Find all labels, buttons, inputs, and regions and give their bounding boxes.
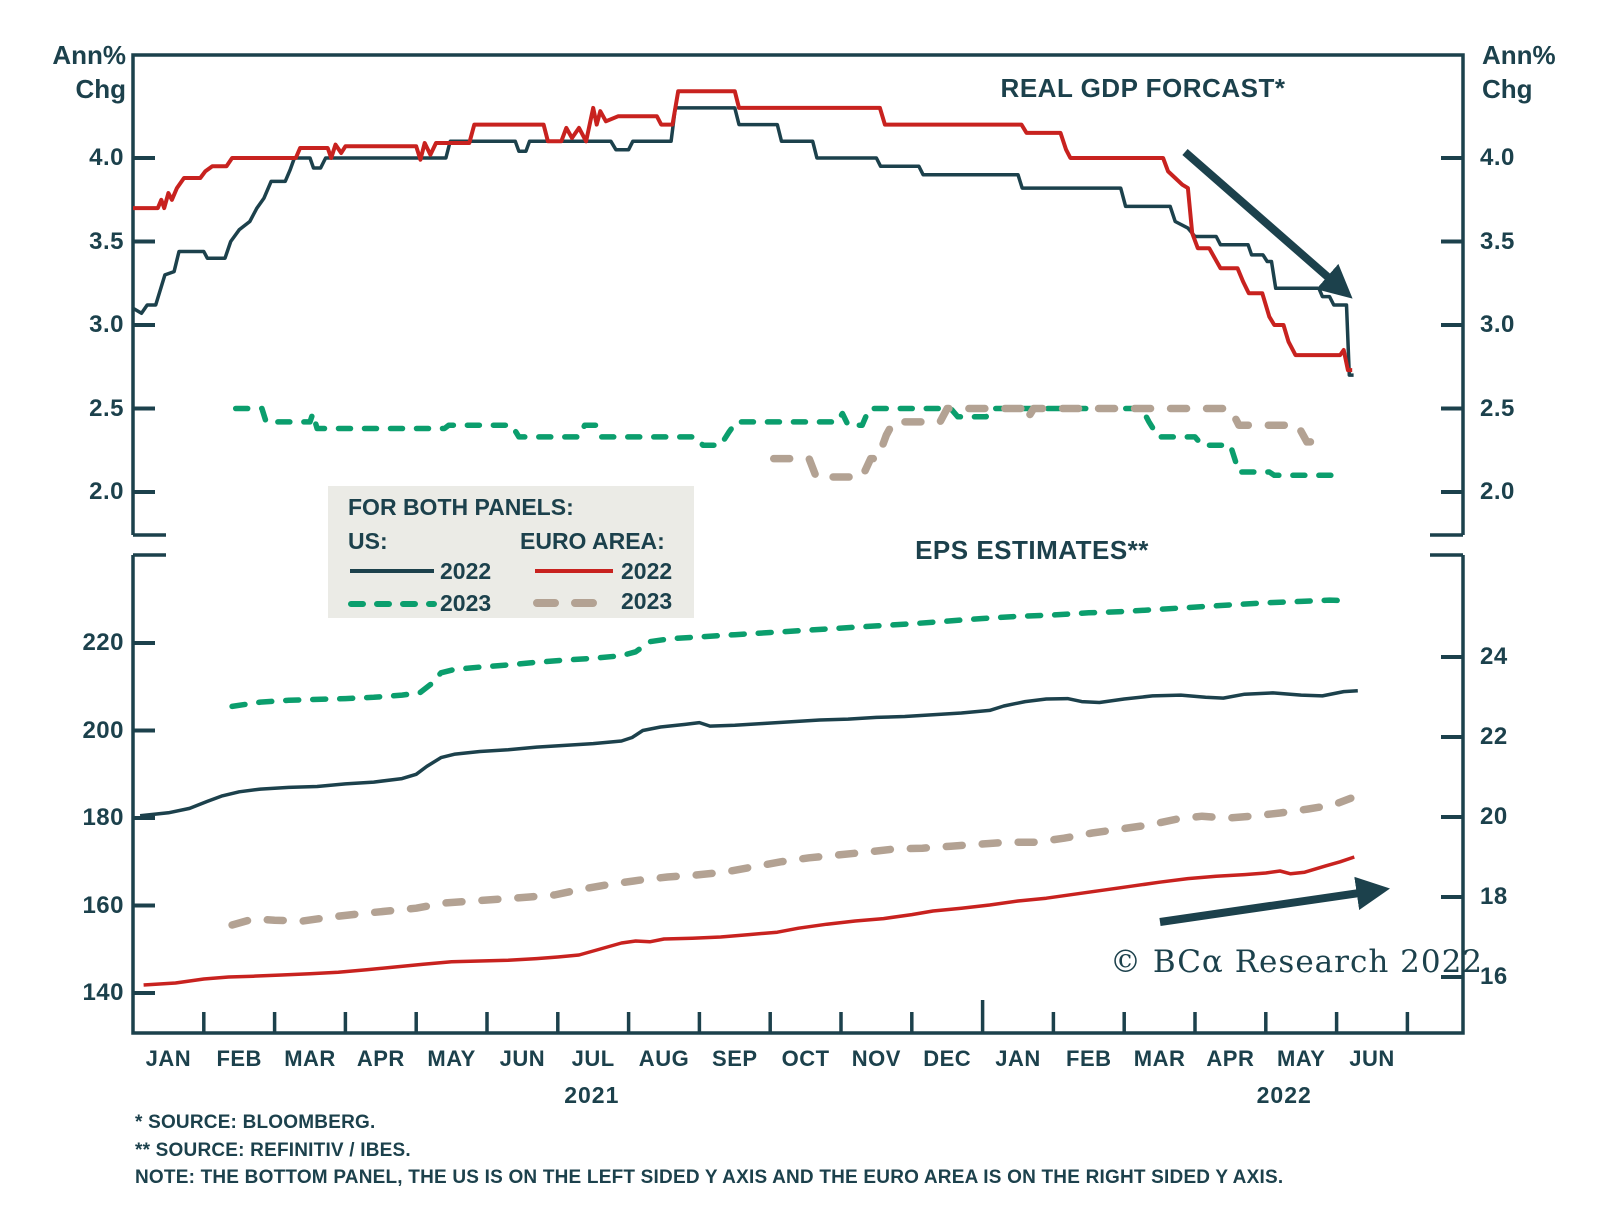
left-axis-unit-line2: Chg — [75, 74, 126, 104]
legend-label-euro-2023: 2023 — [621, 588, 673, 614]
footnote-source-2: ** SOURCE: REFINITIV / IBES. — [135, 1140, 411, 1161]
x-tick-label-month: MAY — [1277, 1046, 1326, 1071]
x-tick-label-month: APR — [356, 1046, 405, 1071]
y-tick-label-right: 16 — [1480, 963, 1508, 990]
y-tick-label-left: 3.5 — [89, 227, 124, 255]
x-tick-label-month: APR — [1206, 1046, 1255, 1071]
series-us-2023-gdp — [232, 405, 1336, 479]
downtrend-arrow-icon — [1182, 148, 1353, 299]
y-tick-label-right: 2.0 — [1480, 478, 1515, 505]
series-us-2022-eps — [139, 688, 1358, 818]
bottom-panel-frame — [131, 555, 1465, 1035]
bottom-panel — [131, 553, 1465, 1035]
x-axis-year-label: 2022 — [1256, 1082, 1312, 1108]
top-panel — [131, 53, 1465, 537]
series-us-2023-eps — [229, 597, 1354, 710]
footnote-source-1: * SOURCE: BLOOMBERG. — [135, 1112, 376, 1133]
legend-swatch-euro-2023 — [533, 599, 617, 607]
x-tick-label-month: JUL — [571, 1046, 615, 1071]
x-tick-label-month: FEB — [1066, 1046, 1112, 1071]
x-tick-label-month: JUN — [499, 1046, 546, 1071]
series-euro-area-2023-gdp — [769, 404, 1332, 481]
y-tick-label-right: 2.5 — [1480, 394, 1515, 422]
series-euro-area-2022-eps — [143, 855, 1355, 987]
y-tick-label-left: 3.0 — [89, 311, 124, 338]
right-axis-unit-line2: Chg — [1482, 74, 1533, 104]
legend-swatch-euro-2022 — [535, 569, 613, 573]
y-tick-label-left: 160 — [82, 891, 124, 919]
left-axis-unit-line1: Ann% — [52, 40, 126, 70]
x-tick-label-month: SEP — [712, 1046, 758, 1071]
x-tick-label-month: NOV — [851, 1046, 901, 1071]
legend-swatch-us-2023 — [348, 601, 437, 607]
x-tick-label-month: FEB — [216, 1046, 262, 1071]
copyright-notice: © BCα Research 2022 — [1110, 944, 1484, 980]
y-tick-label-left: 180 — [82, 804, 124, 831]
x-axis-year-label: 2021 — [564, 1082, 620, 1108]
y-tick-label-right: 22 — [1480, 723, 1508, 750]
series-euro-area-2023-eps — [228, 794, 1355, 929]
right-axis-unit-line1: Ann% — [1482, 40, 1556, 70]
legend-swatch-us-2022 — [350, 569, 434, 573]
y-tick-label-left: 2.5 — [89, 394, 124, 422]
legend-label-us-2023: 2023 — [440, 590, 492, 616]
uptrend-arrow-icon — [1159, 876, 1390, 926]
legend-header-euro: EURO AREA: — [520, 528, 665, 554]
y-tick-label-left: 220 — [82, 629, 124, 656]
x-tick-label-month: MAR — [284, 1046, 336, 1071]
series-euro-area-2022-gdp — [133, 89, 1353, 373]
x-tick-label-month: JAN — [145, 1046, 192, 1071]
x-tick-label-month: JUN — [1349, 1046, 1395, 1071]
x-tick-label-month: MAY — [427, 1046, 476, 1071]
x-tick-label-month: MAR — [1133, 1046, 1186, 1071]
x-tick-label-month: OCT — [781, 1046, 830, 1071]
footnote-note: NOTE: THE BOTTOM PANEL, THE US IS ON THE… — [135, 1167, 1284, 1188]
y-tick-label-right: 3.0 — [1480, 311, 1515, 338]
x-tick-label-month: DEC — [923, 1046, 972, 1071]
y-tick-label-right: 4.0 — [1480, 144, 1515, 171]
bottom-panel-title: EPS ESTIMATES** — [915, 535, 1149, 565]
y-tick-label-left: 4.0 — [89, 144, 124, 171]
x-tick-label-month: AUG — [638, 1046, 690, 1071]
legend-label-us-2022: 2022 — [440, 558, 492, 584]
top-panel-title: REAL GDP FORCAST* — [1000, 73, 1286, 103]
left-axis-unit: Ann% Chg — [48, 38, 126, 106]
right-axis-unit: Ann% Chg — [1482, 38, 1556, 106]
legend-title: FOR BOTH PANELS: — [348, 494, 574, 520]
top-panel-frame — [131, 53, 1465, 535]
legend-label-euro-2022: 2022 — [621, 558, 673, 584]
y-tick-label-right: 24 — [1480, 643, 1508, 670]
y-tick-label-left: 2.0 — [89, 478, 124, 505]
y-tick-label-left: 140 — [82, 979, 124, 1006]
y-tick-label-right: 18 — [1480, 883, 1508, 910]
y-tick-label-right: 20 — [1480, 803, 1508, 830]
legend: FOR BOTH PANELS: US: EURO AREA: 2022 202… — [328, 486, 694, 618]
y-tick-label-left: 200 — [82, 716, 124, 744]
legend-header-us: US: — [348, 528, 388, 554]
x-tick-label-month: JAN — [995, 1046, 1041, 1071]
y-tick-label-right: 3.5 — [1480, 227, 1515, 255]
